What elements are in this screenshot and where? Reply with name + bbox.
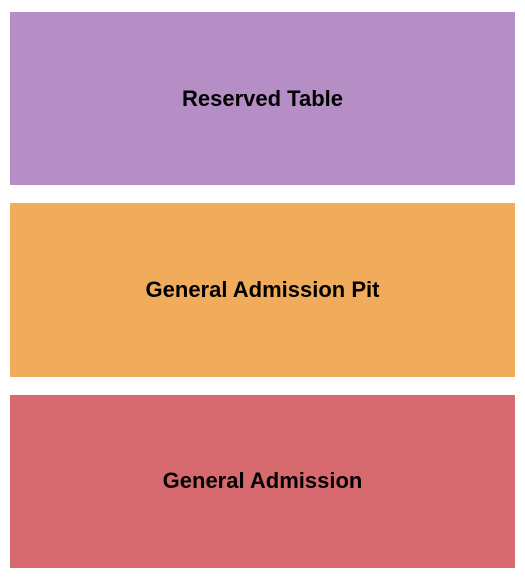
- section-ga-pit[interactable]: General Admission Pit: [10, 203, 515, 376]
- seating-chart: Reserved Table General Admission Pit Gen…: [0, 0, 525, 580]
- section-label: Reserved Table: [182, 86, 343, 112]
- section-label: General Admission: [163, 468, 363, 494]
- section-label: General Admission Pit: [146, 277, 380, 303]
- section-ga[interactable]: General Admission: [10, 395, 515, 568]
- section-reserved-table[interactable]: Reserved Table: [10, 12, 515, 185]
